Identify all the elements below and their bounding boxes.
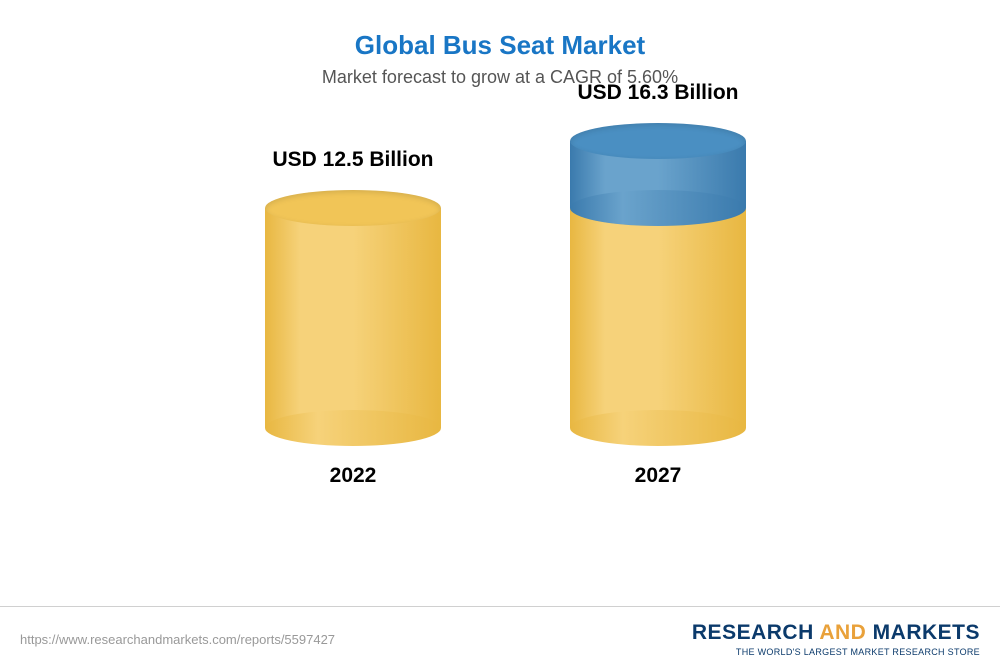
cylinder-2027: USD 16.3 Billion 2027 [570,81,746,488]
chart-area: USD 12.5 Billion2022USD 16.3 Billion2027 [40,98,960,538]
logo-word-3: MARKETS [873,621,980,644]
logo-tagline: THE WORLD'S LARGEST MARKET RESEARCH STOR… [692,647,980,657]
chart-title: Global Bus Seat Market [40,30,960,61]
logo-word-1: RESEARCH [692,621,814,644]
footer: https://www.researchandmarkets.com/repor… [0,606,1000,667]
chart-container: Global Bus Seat Market Market forecast t… [0,0,1000,667]
logo-word-2: AND [819,621,866,644]
year-label: 2022 [265,464,441,488]
cylinder-shape [570,123,746,446]
year-label: 2027 [570,464,746,488]
value-label: USD 12.5 Billion [265,148,441,172]
chart-subtitle: Market forecast to grow at a CAGR of 5.6… [40,67,960,88]
footer-logo: RESEARCH AND MARKETS THE WORLD'S LARGEST… [692,621,980,657]
cylinder-shape [265,190,441,446]
footer-url: https://www.researchandmarkets.com/repor… [20,632,335,647]
value-label: USD 16.3 Billion [570,81,746,105]
cylinder-2022: USD 12.5 Billion 2022 [265,148,441,488]
logo-text: RESEARCH AND MARKETS [692,621,980,645]
